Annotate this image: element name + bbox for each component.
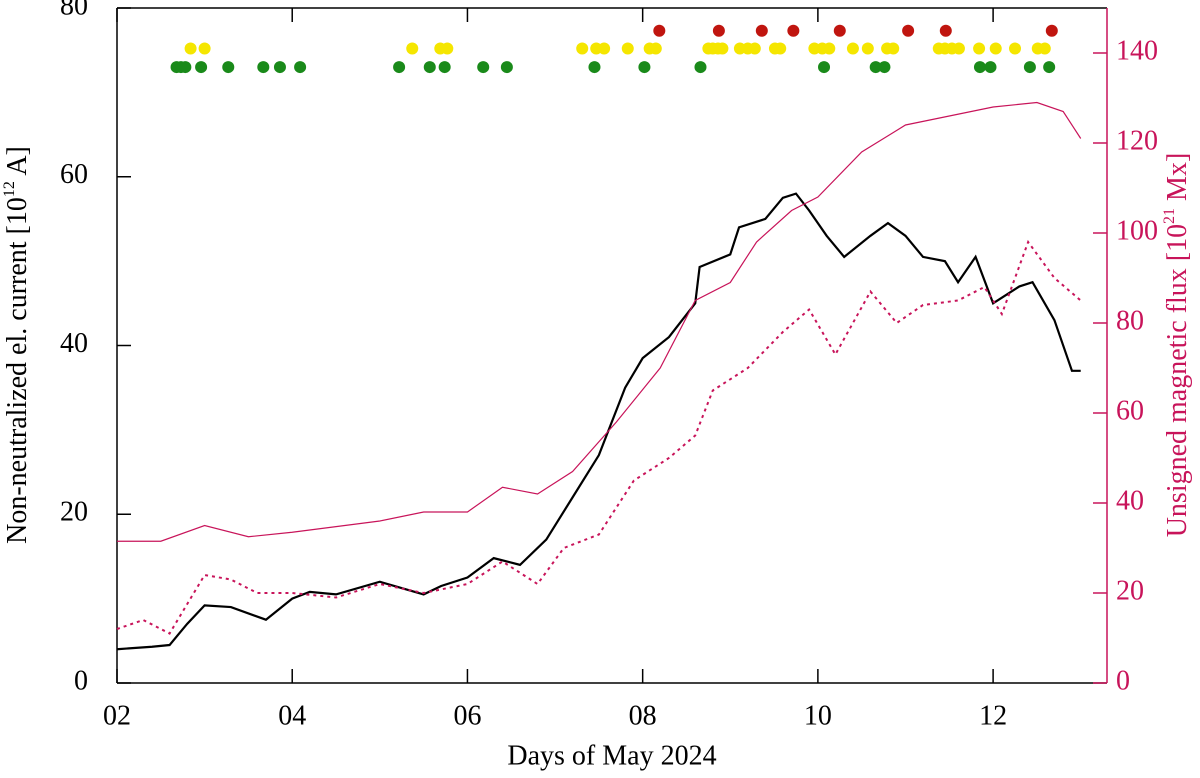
marker: [716, 42, 729, 55]
y2-axis-label-part: Mx]: [1162, 153, 1193, 208]
y-tick-label: 40: [60, 328, 88, 359]
y2-tick-label: 80: [1116, 305, 1144, 336]
marker: [638, 61, 651, 74]
y2-tick-label: 60: [1116, 395, 1144, 426]
marker: [1023, 61, 1036, 74]
marker: [423, 61, 436, 74]
marker: [621, 42, 634, 55]
y2-axis-label-part: 21: [1161, 208, 1178, 224]
y2-tick-label: 100: [1116, 215, 1158, 246]
marker: [694, 61, 707, 74]
y-tick-label: 20: [60, 497, 88, 528]
y2-tick-label: 140: [1116, 35, 1158, 66]
marker: [1045, 24, 1058, 37]
y-tick-label: 0: [74, 665, 88, 696]
marker: [869, 61, 882, 74]
marker: [989, 42, 1002, 55]
marker: [393, 61, 406, 74]
x-tick-label: 10: [804, 700, 832, 731]
marker: [294, 61, 307, 74]
marker: [774, 42, 787, 55]
marker: [1009, 42, 1022, 55]
line-series: [116, 192, 1081, 651]
y2-tick-label: 120: [1116, 125, 1158, 156]
x-tick-label: 04: [278, 700, 306, 731]
marker: [500, 61, 513, 74]
marker: [441, 42, 454, 55]
marker: [1043, 61, 1056, 74]
marker: [222, 61, 235, 74]
marker: [748, 42, 761, 55]
marker: [887, 42, 900, 55]
marker: [195, 61, 208, 74]
marker: [973, 61, 986, 74]
y-axis-label-part: 12: [1, 181, 18, 197]
line-series: [117, 101, 1082, 542]
y2-tick-label: 40: [1116, 485, 1144, 516]
y2-tick-label: 0: [1116, 665, 1130, 696]
line-series: [116, 239, 1082, 635]
x-tick-label: 06: [453, 700, 481, 731]
marker: [952, 42, 965, 55]
marker: [787, 24, 800, 37]
marker: [273, 61, 286, 74]
marker: [1038, 42, 1051, 55]
marker: [818, 61, 831, 74]
y-tick-label: 60: [60, 159, 88, 190]
y2-tick-label: 20: [1116, 575, 1144, 606]
marker: [755, 24, 768, 37]
marker: [984, 61, 997, 74]
marker: [576, 42, 589, 55]
y-axis-label-part: Non-neutralized el. current [10: [2, 197, 33, 544]
marker: [861, 42, 874, 55]
marker: [438, 61, 451, 74]
marker: [477, 61, 490, 74]
y2-axis-label-part: Unsigned magnetic flux [10: [1162, 224, 1193, 537]
marker: [198, 42, 211, 55]
y2-axis-label: Unsigned magnetic flux [1021 Mx]: [1161, 153, 1194, 538]
marker: [649, 42, 662, 55]
y-axis-label: Non-neutralized el. current [1012 A]: [1, 146, 34, 544]
x-tick-label: 08: [629, 700, 657, 731]
marker: [833, 24, 846, 37]
marker: [653, 24, 666, 37]
x-axis-label: Days of May 2024: [507, 740, 716, 771]
marker: [406, 42, 419, 55]
marker: [973, 42, 986, 55]
marker: [598, 42, 611, 55]
x-tick-label: 12: [979, 700, 1007, 731]
y-tick-label: 80: [60, 0, 88, 21]
marker: [179, 61, 192, 74]
marker: [823, 42, 836, 55]
marker: [184, 42, 197, 55]
marker: [257, 61, 270, 74]
y-axis-label-part: A]: [2, 146, 33, 181]
marker: [588, 61, 601, 74]
marker: [846, 42, 859, 55]
marker: [712, 24, 725, 37]
marker: [939, 24, 952, 37]
marker: [902, 24, 915, 37]
marker: [878, 61, 891, 74]
x-tick-label: 02: [103, 700, 131, 731]
